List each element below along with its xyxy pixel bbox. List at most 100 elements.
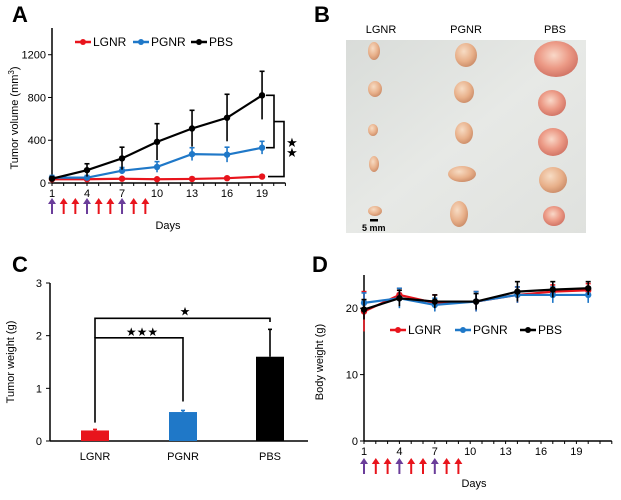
data-point [223, 114, 231, 121]
significance-star: ★ [286, 145, 298, 160]
dosing-arrow-head [371, 458, 380, 464]
tumor-group-pgnr [448, 43, 477, 227]
panel-a-x-axis-title: Days [155, 220, 181, 232]
panel-d-y-tick-label: 0 [352, 436, 358, 448]
legend-swatch-marker [138, 39, 144, 45]
panel-a-dosing-arrow-2 [59, 198, 68, 214]
data-point [223, 151, 231, 158]
panel-a-tumor-volume-chart: Tumor volume (mm3) Days 0 400 800 1200 1 4 7 10… [7, 28, 298, 232]
panel-a-dosing-arrow-9 [141, 198, 150, 214]
panel-c-y-tick-label: 3 [36, 278, 42, 290]
data-point [83, 166, 91, 174]
panel-d-x-tick-label: 13 [499, 446, 511, 458]
data-point [258, 173, 266, 180]
panel-a-x-tick-label: 7 [119, 188, 125, 200]
bar-lgnr [81, 430, 109, 441]
panel-c-y-tick-label: 0 [36, 436, 42, 448]
panel-d-y-tick-label: 20 [346, 303, 358, 315]
scale-bar [370, 219, 378, 222]
data-point [188, 150, 196, 158]
tumor-pgnr-1 [455, 43, 477, 67]
panel-letter-a: A [12, 2, 28, 27]
dosing-arrow-head [141, 198, 150, 204]
panel-d-dosing-arrow-6 [419, 458, 427, 474]
panel-d-legend-pbs: PBS [520, 323, 562, 337]
panel-d-dosing-arrow-5 [407, 458, 416, 474]
data-point [258, 144, 266, 151]
data-point [223, 174, 231, 182]
panel-d-dosing-arrow-7 [430, 458, 439, 474]
data-point [585, 285, 592, 292]
panel-a-dosing-arrow-7 [118, 198, 127, 214]
dosing-arrow-head [407, 458, 416, 464]
panel-c-y-tick-label: 2 [36, 331, 42, 343]
panel-d-dosing-arrow-1 [360, 458, 368, 474]
legend-label: LGNR [408, 323, 442, 337]
panel-d-dosing-arrow-8 [442, 458, 451, 474]
tumor-lgnr-1 [368, 42, 380, 60]
legend-swatch-marker [395, 327, 401, 333]
panel-letter-d: D [312, 252, 328, 277]
legend-label: PGNR [151, 35, 186, 49]
panel-b-tumor-photo: LGNR PGNR PBS 5 mm [346, 24, 586, 233]
tumor-pbs-3 [538, 128, 568, 156]
photo-column-label-lgnr: LGNR [366, 24, 397, 36]
panel-a-y-tick-label: 800 [28, 92, 46, 104]
dosing-arrow-head [94, 198, 103, 204]
panel-d-series-pbs [360, 280, 592, 320]
panel-d-y-axis-title: Body weight (g) [314, 324, 326, 400]
panel-d-dosing-arrow-4 [395, 458, 404, 474]
legend-label: LGNR [93, 35, 127, 49]
tumor-group-lgnr [368, 42, 382, 216]
panel-c-x-tick-label: PBS [259, 451, 281, 463]
panel-c-y-axis-title: Tumor weight (g) [5, 321, 17, 404]
panel-d-dosing-arrow-9 [454, 458, 463, 474]
data-point [83, 174, 91, 181]
bar-pbs [256, 356, 284, 441]
data-point [549, 286, 556, 293]
panel-a-dosing-arrow-1 [48, 198, 56, 214]
panel-a-series-pgnr [48, 140, 266, 181]
dosing-arrow-head [395, 458, 404, 464]
panel-c-x-tick-label: LGNR [80, 451, 111, 463]
dosing-arrow-head [419, 458, 427, 464]
panel-d-dosing-arrow-3 [383, 458, 392, 474]
data-point [48, 175, 56, 182]
panel-a-y-tick-label: 400 [28, 135, 46, 147]
significance-bracket-pbs-pgnr [266, 94, 275, 149]
data-point [118, 175, 126, 182]
photo-column-label-pbs: PBS [544, 24, 566, 36]
panel-d-x-tick-label: 16 [535, 446, 547, 458]
panel-d-x-axis-title: Days [461, 478, 487, 490]
data-point [396, 295, 403, 302]
data-point [472, 298, 480, 305]
photo-column-label-pgnr: PGNR [450, 24, 482, 36]
panel-a-x-tick-label: 19 [256, 188, 268, 200]
legend-swatch-marker [80, 39, 86, 45]
panel-d-x-tick-label: 7 [432, 446, 438, 458]
data-point [360, 306, 368, 313]
tumor-lgnr-2 [368, 81, 382, 97]
significance-stars: ★ [180, 305, 191, 319]
dosing-arrow-head [383, 458, 392, 464]
data-point [153, 138, 161, 146]
dosing-arrow-head [360, 458, 368, 464]
legend-swatch-marker [460, 327, 466, 333]
panel-a-dosing-arrow-4 [83, 198, 92, 214]
dosing-arrow-head [106, 198, 115, 204]
dosing-arrow-head [430, 458, 439, 464]
panel-a-x-tick-label: 4 [84, 188, 90, 200]
data-point [118, 155, 126, 162]
panel-a-x-tick-label: 10 [151, 188, 163, 200]
panel-a-legend-pgnr: PGNR [133, 35, 186, 49]
panel-d-x-tick-label: 10 [464, 446, 476, 458]
tumor-pbs-5 [543, 206, 565, 226]
legend-label: PBS [209, 35, 233, 49]
panel-letter-c: C [12, 252, 28, 277]
panel-a-y-axis-title: Tumor volume (mm3) [7, 66, 21, 169]
panel-a-legend-lgnr: LGNR [75, 35, 127, 49]
panel-d-y-tick-label: 10 [346, 370, 358, 382]
data-point [153, 163, 161, 171]
